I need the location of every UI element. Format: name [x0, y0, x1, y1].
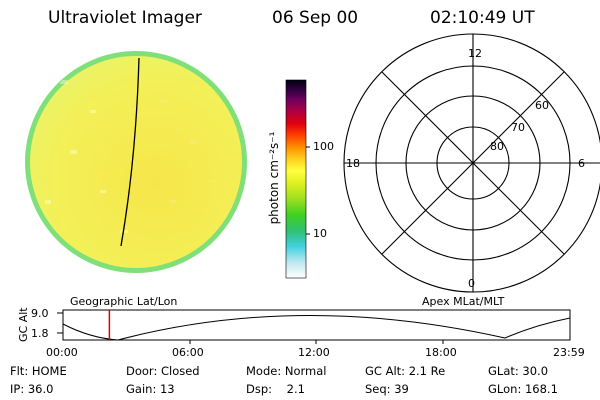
disk-fill — [30, 56, 242, 268]
lat-label-80: 80 — [490, 140, 504, 153]
timeline-y-high: 9.0 — [31, 307, 49, 320]
status-door: Door: Closed — [126, 364, 200, 378]
status-flight: Flt: HOME — [10, 364, 67, 378]
time-tick-4: 23:59 — [553, 346, 585, 359]
time-tick-3: 18:00 — [425, 346, 457, 359]
date-label: 06 Sep 00 — [272, 8, 359, 28]
mlt-label-12: 12 — [468, 47, 482, 60]
status-ip: IP: 36.0 — [10, 382, 54, 396]
colorbar-tick-low: 10 — [313, 227, 327, 240]
geo-panel-label: Geographic Lat/Lon — [70, 295, 178, 308]
terminator-line — [120, 57, 140, 247]
color-bar — [285, 79, 310, 279]
status-dsp: Dsp: 2.1 — [246, 382, 305, 396]
status-glat: GLat: 30.0 — [488, 364, 549, 378]
time-tick-0: 00:00 — [46, 346, 78, 359]
time-tick-1: 06:00 — [172, 346, 204, 359]
timeline-panel — [57, 309, 571, 344]
lat-label-70: 70 — [511, 121, 525, 134]
polar-panel-label: Apex MLat/MLT — [422, 295, 505, 308]
app-title: Ultraviolet Imager — [48, 8, 202, 28]
status-seq: Seq: 39 — [365, 382, 409, 396]
status-glon: GLon: 168.1 — [488, 382, 558, 396]
status-mode: Mode: Normal — [246, 364, 327, 378]
lat-label-60: 60 — [535, 99, 549, 112]
polar-plot — [343, 33, 600, 293]
mlt-label-18: 18 — [346, 157, 360, 170]
altitude-curve — [62, 315, 571, 341]
mlt-label-6: 6 — [578, 157, 585, 170]
timeline-ylabel: GC Alt — [17, 307, 30, 342]
uv-disk-image — [25, 51, 247, 273]
colorbar-unit-label: photon cm⁻²s⁻¹ — [267, 131, 281, 225]
status-gain: Gain: 13 — [126, 382, 175, 396]
time-label: 02:10:49 UT — [430, 8, 535, 28]
colorbar-tick-high: 100 — [313, 140, 334, 153]
timeline-y-low: 1.8 — [31, 327, 49, 340]
status-gc-alt: GC Alt: 2.1 Re — [365, 364, 446, 378]
mlt-label-0: 0 — [468, 277, 475, 290]
time-tick-2: 12:00 — [298, 346, 330, 359]
